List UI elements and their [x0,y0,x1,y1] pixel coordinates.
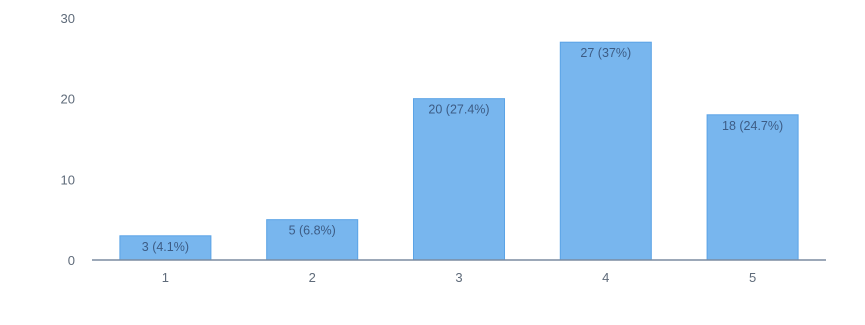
bar-3 [412,98,506,261]
bar-5 [706,114,799,261]
x-tick-label: 4 [602,270,609,285]
y-tick-label: 30 [61,11,75,26]
x-axis-ticks: 1 2 3 4 5 [162,270,756,285]
bar-4 [559,41,652,261]
bar-data-label: 27 (37%) [580,46,631,60]
x-tick-label: 3 [455,270,462,285]
bar-data-label: 18 (24.7%) [722,119,783,133]
data-labels: 3 (4.1%) 5 (6.8%) 20 (27.4%) 27 (37%) 18 (24… [142,46,783,254]
y-tick-label: 0 [68,253,75,268]
bar-data-label: 5 (6.8%) [289,224,336,238]
bars [119,41,799,261]
bar-1 [119,235,212,261]
x-tick-label: 1 [162,270,169,285]
bar-data-label: 3 (4.1%) [142,240,189,254]
x-tick-label: 5 [749,270,756,285]
y-axis-ticks: 0 10 20 30 [61,11,75,268]
bar-2 [266,219,359,261]
bar-data-label: 20 (27.4%) [428,103,489,117]
y-tick-label: 10 [61,172,75,187]
x-tick-label: 2 [309,270,316,285]
y-tick-label: 20 [61,92,75,107]
